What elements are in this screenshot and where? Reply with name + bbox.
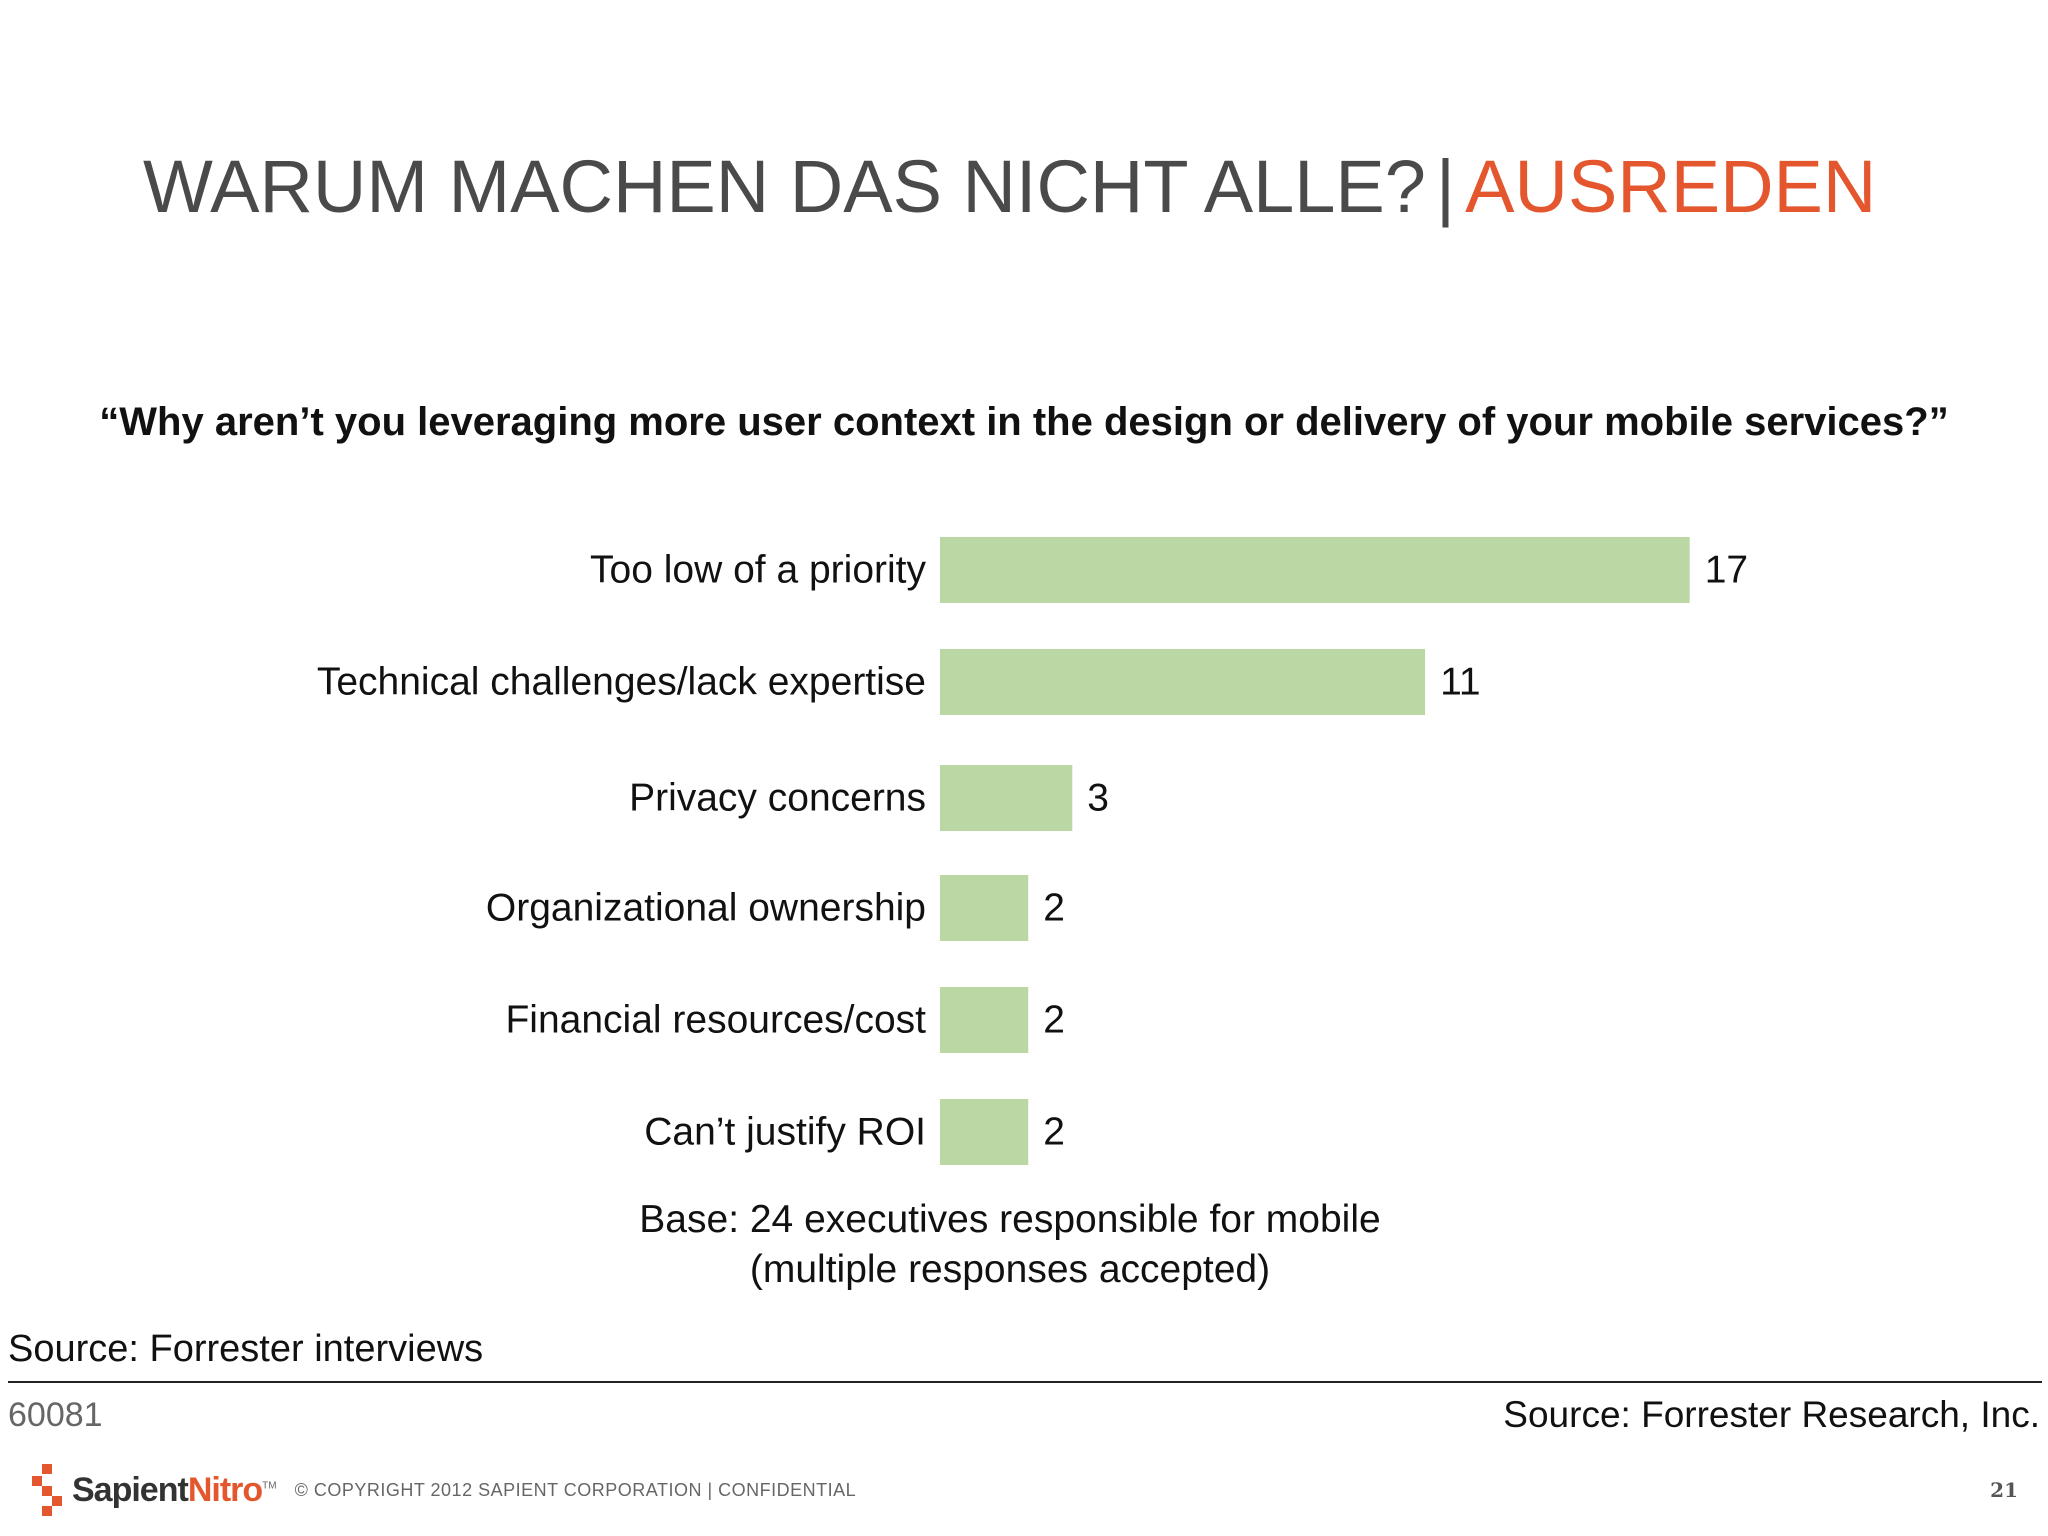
value-label-5: 2: [1043, 1111, 1065, 1154]
logo-nitro: Nitro: [187, 1470, 263, 1509]
bar-3: [940, 875, 1029, 941]
category-label-5: Can’t justify ROI: [644, 1111, 926, 1154]
chart-question: “Why aren’t you leveraging more user con…: [99, 400, 1949, 444]
bar-5: [940, 1099, 1029, 1165]
category-label-1: Technical challenges/lack expertise: [317, 661, 926, 704]
document-code: 60081: [8, 1396, 103, 1434]
category-label-2: Privacy concerns: [629, 777, 926, 820]
copyright-text: © COPYRIGHT 2012 SAPIENT CORPORATION | C…: [294, 1479, 857, 1500]
bar-chart: Too low of a priority 17 Technical challen…: [317, 537, 1748, 1165]
source-interviews: Source: Forrester interviews: [8, 1328, 484, 1370]
value-label-2: 3: [1087, 777, 1109, 820]
value-label-0: 17: [1705, 549, 1748, 592]
value-label-1: 11: [1440, 661, 1481, 704]
bar-1: [940, 649, 1426, 715]
bar-0: [940, 537, 1690, 603]
page-number: 21: [1990, 1478, 2018, 1502]
logo-sapient: Sapient: [72, 1470, 189, 1509]
category-label-0: Too low of a priority: [590, 549, 926, 592]
base-note-line1: Base: 24 executives responsible for mobi…: [639, 1198, 1381, 1241]
base-note: Base: 24 executives responsible for mobi…: [620, 1195, 1400, 1295]
bar-4: [940, 987, 1029, 1053]
category-label-3: Organizational ownership: [486, 887, 926, 930]
logo-tm: TM: [262, 1480, 277, 1492]
slide-title: WARUM MACHEN DAS NICHT ALLE? | AUSREDEN: [143, 150, 1876, 224]
base-note-line2: (multiple responses accepted): [749, 1248, 1271, 1291]
divider-line: [8, 1381, 2042, 1383]
logo-wordmark: SapientNitroTM: [72, 1471, 277, 1510]
category-label-4: Financial resources/cost: [505, 999, 926, 1042]
title-main: WARUM MACHEN DAS NICHT ALLE?: [143, 145, 1426, 228]
title-separator: |: [1435, 145, 1456, 228]
footer: SapientNitroTM © COPYRIGHT 2012 SAPIENT …: [30, 1460, 856, 1520]
bar-2: [940, 765, 1073, 831]
title-accent: AUSREDEN: [1465, 145, 1877, 228]
source-forrester: Source: Forrester Research, Inc.: [1503, 1394, 2040, 1435]
value-label-4: 2: [1043, 999, 1065, 1042]
sapient-logo-icon: [32, 1464, 62, 1516]
value-label-3: 2: [1043, 887, 1065, 930]
